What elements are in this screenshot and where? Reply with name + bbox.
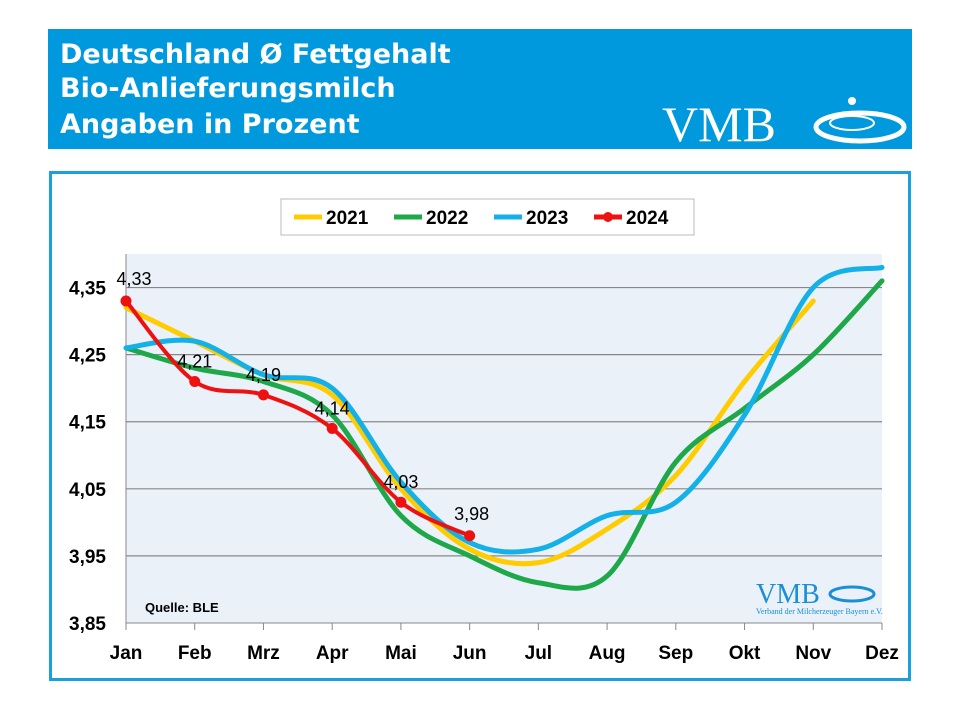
x-tick-label: Jul [525, 643, 552, 664]
legend-label-2022: 2022 [426, 208, 468, 229]
legend-label-2024: 2024 [626, 208, 669, 229]
x-tick-label: Nov [795, 643, 831, 664]
data-point-2024 [120, 295, 132, 307]
watermark-logo: VMB [756, 579, 820, 610]
title-banner: Deutschland Ø Fettgehalt Bio-Anlieferung… [48, 29, 912, 149]
title-line-2: Bio-Anlieferungsmilch [60, 73, 396, 104]
data-point-2024 [257, 389, 269, 401]
source-note: Quelle: BLE [145, 600, 219, 615]
data-label: 4,19 [246, 365, 281, 385]
data-label: 4,14 [315, 398, 350, 418]
series-line-2022 [123, 278, 885, 591]
y-tick-label: 4,15 [69, 413, 106, 434]
y-tick-label: 4,35 [69, 279, 106, 300]
x-tick-label: Sep [658, 643, 693, 664]
y-tick-label: 3,85 [69, 614, 106, 635]
x-tick-label: Aug [589, 643, 626, 664]
x-tick-label: Jun [453, 643, 487, 664]
x-tick-label: Mrz [247, 643, 280, 664]
svg-text:VMB: VMB [662, 96, 776, 149]
series-line-2023 [123, 264, 885, 555]
y-tick-label: 4,05 [69, 480, 106, 501]
data-point-2024 [395, 496, 407, 508]
title-line-3: Angaben in Prozent [60, 109, 360, 140]
watermark-logo-icon [828, 585, 876, 603]
x-tick-label: Okt [729, 643, 761, 664]
data-point-2024 [189, 375, 201, 387]
y-tick-label: 3,95 [69, 547, 106, 568]
legend-label-2021: 2021 [326, 208, 369, 229]
data-label: 4,03 [383, 472, 418, 492]
x-tick-label: Apr [316, 643, 349, 664]
title-line-1: Deutschland Ø Fettgehalt [60, 39, 451, 70]
watermark-subtitle: Verband der Milcherzeuger Bayern e.V. [756, 607, 883, 616]
x-tick-label: Jan [110, 643, 143, 664]
x-tick-label: Feb [178, 643, 212, 664]
legend [280, 198, 695, 236]
data-label: 4,21 [177, 351, 212, 371]
plot-area [126, 254, 882, 623]
chart-frame [49, 171, 911, 681]
vmb-logo: VMB [662, 96, 907, 149]
data-label: 4,33 [116, 269, 151, 289]
x-tick-label: Dez [865, 643, 899, 664]
legend-label-2023: 2023 [526, 208, 568, 229]
data-point-2024 [464, 530, 476, 542]
data-point-2024 [326, 422, 338, 434]
y-tick-label: 4,25 [69, 346, 106, 367]
x-tick-label: Mai [385, 643, 417, 664]
legend-marker [603, 212, 613, 222]
data-label: 3,98 [454, 504, 489, 524]
